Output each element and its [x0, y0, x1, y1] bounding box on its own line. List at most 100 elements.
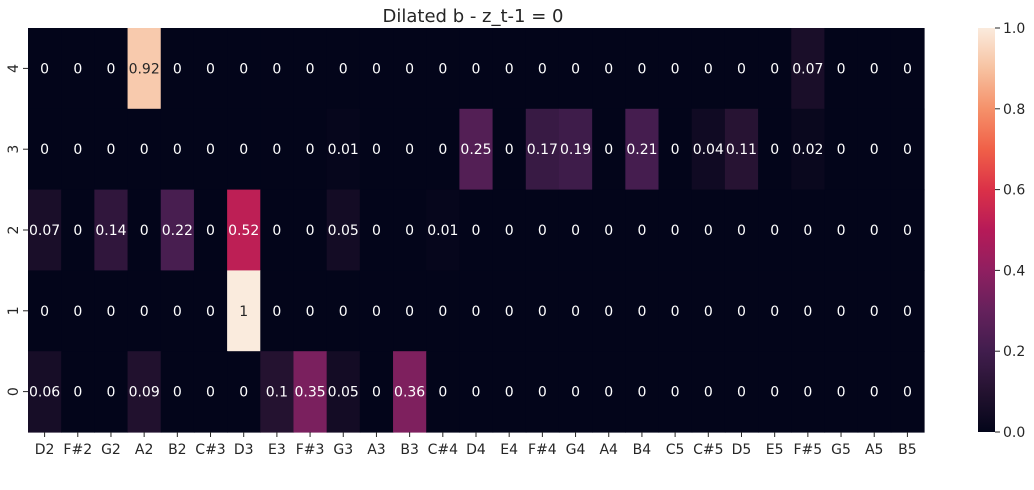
cell-value-label: 0	[903, 304, 912, 320]
cell-value-label: 0	[604, 142, 613, 158]
x-tick-label: D3	[234, 442, 254, 458]
cell-value-label: 0	[505, 223, 514, 239]
y-axis: 4 3 2 1 0	[6, 64, 28, 396]
heatmap-cell	[61, 351, 95, 433]
heatmap-cell	[28, 28, 62, 110]
heatmap-cell	[359, 108, 394, 191]
cell-value-label: 0	[306, 142, 315, 158]
cell-value-label: 0.22	[162, 223, 193, 239]
heatmap-cell	[492, 351, 527, 433]
heatmap-cell	[857, 351, 892, 433]
cell-value-label: 0	[837, 304, 846, 320]
cell-value-label: 0	[239, 142, 248, 158]
cell-value-label: 0.17	[527, 142, 558, 158]
heatmap-cell	[890, 108, 925, 191]
x-tick-label: B5	[898, 442, 917, 458]
cell-value-label: 0	[73, 61, 82, 77]
heatmap-cell	[724, 28, 759, 110]
cell-value-label: 0	[870, 223, 879, 239]
cell-value-label: 0	[737, 61, 746, 77]
cell-value-label: 0	[903, 385, 912, 401]
heatmap-cell	[393, 108, 427, 191]
x-axis: D2 F#2 G2 A2 B2 C#3 D3 E3 F#3 G3 A3 B3 C#4 D4 E4 F#4 G4 A…	[35, 432, 917, 458]
cell-value-label: 0	[671, 61, 680, 77]
cell-value-label: 0	[770, 385, 779, 401]
cell-value-label: 0.06	[29, 385, 60, 401]
cell-value-label: 0	[803, 304, 812, 320]
heatmap-cell	[260, 28, 295, 110]
cell-value-label: 0	[339, 304, 348, 320]
heatmap-cell	[193, 108, 228, 191]
cell-value-label: 0	[372, 142, 381, 158]
heatmap-cell	[227, 189, 261, 271]
cell-value-label: 0	[272, 304, 281, 320]
y-tick-label: 2	[6, 226, 22, 235]
cell-value-label: 0	[140, 142, 149, 158]
x-tick-label: F#3	[296, 442, 325, 458]
cell-value-label: 0	[306, 223, 315, 239]
cell-value-label: 0	[505, 304, 514, 320]
cell-value-label: 0	[704, 61, 713, 77]
cell-value-label: 0.52	[228, 223, 259, 239]
heatmap-cell	[326, 189, 361, 271]
heatmap-cell	[658, 351, 693, 433]
cell-value-label: 0	[538, 304, 547, 320]
cell-value-label: 0	[903, 223, 912, 239]
cell-value-label: 0	[637, 304, 646, 320]
x-tick-label: E5	[766, 442, 784, 458]
cell-value-label: 0	[837, 223, 846, 239]
heatmap-cell	[293, 189, 328, 271]
heatmap-cell	[193, 270, 228, 352]
cell-value-label: 0	[106, 304, 115, 320]
heatmap-cell	[61, 28, 95, 110]
heatmap-cell	[625, 189, 660, 271]
cell-value-label: 0.36	[394, 385, 425, 401]
x-tick-label: F#2	[63, 442, 92, 458]
cell-value-label: 0	[870, 61, 879, 77]
cell-value-label: 0	[372, 223, 381, 239]
cell-value-label: 0	[637, 61, 646, 77]
heatmap-cell	[691, 270, 726, 352]
cell-value-label: 0	[571, 385, 580, 401]
heatmap-cell	[28, 351, 62, 433]
cell-value-label: 0	[372, 304, 381, 320]
cell-value-label: 0.21	[626, 142, 657, 158]
x-tick-label: D2	[35, 442, 55, 458]
cell-value-label: 0	[737, 385, 746, 401]
heatmap-cell	[260, 351, 295, 433]
cell-value-label: 0	[737, 223, 746, 239]
heatmap-cell	[227, 108, 261, 191]
cell-value-label: 0	[73, 385, 82, 401]
cell-value-label: 0	[173, 61, 182, 77]
heatmap-cell	[824, 351, 859, 433]
cell-value-label: 0.01	[328, 142, 359, 158]
cell-value-label: 0	[405, 304, 414, 320]
heatmap-cell	[293, 270, 328, 352]
heatmap-cell	[525, 351, 560, 433]
cell-value-label: 0	[837, 142, 846, 158]
cell-value-label: 0	[604, 385, 613, 401]
cell-value-label: 0	[803, 385, 812, 401]
cell-value-label: 0	[671, 223, 680, 239]
heatmap-cell	[758, 108, 792, 191]
cell-value-label: 1	[239, 304, 248, 320]
cell-value-label: 0	[239, 385, 248, 401]
cell-value-label: 0	[538, 223, 547, 239]
heatmap-cell	[127, 270, 162, 352]
heatmap-cell	[359, 28, 394, 110]
heatmap-cell	[658, 28, 693, 110]
heatmap-cell	[94, 270, 129, 352]
cell-value-label: 0	[206, 304, 215, 320]
heatmap-cell	[758, 28, 792, 110]
cell-value-label: 0	[671, 142, 680, 158]
cell-value-label: 0	[637, 385, 646, 401]
cell-value-label: 0	[704, 304, 713, 320]
heatmap-cell	[890, 28, 925, 110]
heatmap-cell	[857, 28, 892, 110]
colorbar-tick-label: 1.0	[1003, 21, 1025, 37]
cell-value-label: 0	[770, 142, 779, 158]
cell-value-label: 0	[505, 142, 514, 158]
cell-value-label: 0	[505, 385, 514, 401]
cell-value-label: 0.35	[294, 385, 325, 401]
heatmap-cell	[758, 189, 792, 271]
